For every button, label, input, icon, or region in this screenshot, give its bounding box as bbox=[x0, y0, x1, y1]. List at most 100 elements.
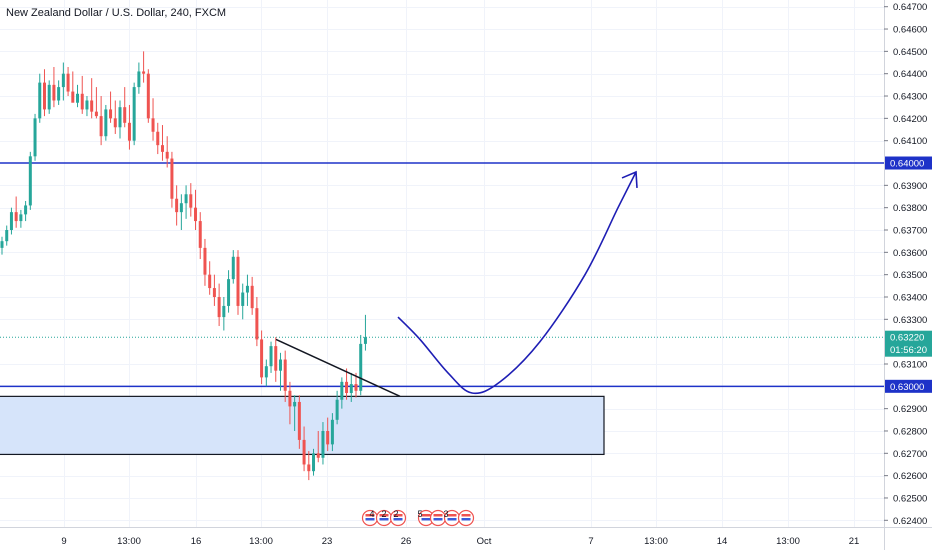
candle-body bbox=[255, 308, 259, 340]
candle-body bbox=[165, 151, 169, 159]
candle-body bbox=[80, 93, 84, 110]
candle-body bbox=[274, 346, 278, 371]
time-tick-label: 13:00 bbox=[249, 536, 273, 547]
flag-stripe bbox=[461, 518, 471, 521]
price-tick-label: 0.63800 bbox=[893, 203, 927, 214]
event-flag[interactable] bbox=[375, 509, 393, 527]
candle-body bbox=[0, 241, 4, 248]
event-flag[interactable] bbox=[361, 509, 379, 527]
candle-body bbox=[269, 346, 273, 367]
price-axis[interactable]: 0.64700 0.64600 0.64500 0.64400 0.64300 0.642… bbox=[884, 2, 927, 527]
trendline bbox=[275, 338, 401, 398]
candle-body bbox=[137, 71, 141, 88]
event-flag[interactable] bbox=[443, 509, 461, 527]
price-tick-label: 0.64400 bbox=[893, 69, 927, 80]
price-badge bbox=[885, 330, 932, 357]
time-tick-label: 14 bbox=[717, 536, 728, 547]
candle-body bbox=[260, 339, 264, 378]
candle-body bbox=[278, 359, 282, 371]
candle-body bbox=[227, 279, 231, 306]
flag-stripe bbox=[365, 518, 375, 521]
candle-body bbox=[354, 384, 358, 391]
trendline-layer bbox=[275, 338, 401, 398]
candle-body bbox=[160, 145, 164, 152]
projection-layer bbox=[397, 170, 638, 395]
candle-body bbox=[231, 256, 235, 280]
candle-body bbox=[132, 87, 136, 141]
candle-body bbox=[170, 158, 174, 199]
candle-body bbox=[236, 256, 240, 306]
candle-body bbox=[208, 274, 212, 289]
candle-body bbox=[57, 87, 61, 101]
price-tick-label: 0.62900 bbox=[893, 404, 927, 415]
candle-body bbox=[194, 207, 198, 222]
candle-body bbox=[99, 116, 103, 137]
price-badge-label: 0.63000 bbox=[890, 382, 924, 393]
flag-stripe bbox=[393, 518, 403, 521]
candle-body bbox=[28, 156, 32, 206]
projection-arrowhead bbox=[621, 170, 638, 188]
flag-stripe bbox=[379, 514, 389, 517]
bar-countdown-label: 01:56:20 bbox=[890, 345, 927, 356]
time-tick-label: 13:00 bbox=[644, 536, 668, 547]
candle-body bbox=[189, 194, 193, 208]
candle-body bbox=[66, 73, 70, 92]
time-tick-label: 26 bbox=[401, 536, 412, 547]
candle-body bbox=[52, 84, 56, 101]
flag-stripe bbox=[379, 518, 389, 521]
price-tick-label: 0.64600 bbox=[893, 25, 927, 36]
price-tick-label: 0.64100 bbox=[893, 136, 927, 147]
event-flag[interactable] bbox=[457, 509, 475, 527]
demand-zone-layer bbox=[0, 395, 605, 456]
price-tick-label: 0.62400 bbox=[893, 516, 927, 527]
flag-stripe bbox=[421, 518, 431, 521]
candle-body bbox=[316, 453, 320, 458]
price-tick-label: 0.63700 bbox=[893, 226, 927, 237]
time-tick-label: 21 bbox=[849, 536, 860, 547]
candle-body bbox=[113, 118, 117, 128]
price-tick-label: 0.64700 bbox=[893, 2, 927, 13]
candle-body bbox=[307, 464, 311, 472]
candles bbox=[0, 51, 367, 481]
time-tick-label: 13:00 bbox=[776, 536, 800, 547]
candle-body bbox=[335, 399, 339, 420]
event-count-label: 2 bbox=[393, 509, 398, 519]
event-count-label: 2 bbox=[381, 509, 386, 519]
candle-body bbox=[5, 230, 9, 242]
time-tick-label: 7 bbox=[588, 536, 593, 547]
price-badge-label: 0.63220 bbox=[890, 333, 924, 344]
candle-body bbox=[142, 71, 146, 74]
event-flag[interactable] bbox=[389, 509, 407, 527]
time-tick-label: Oct bbox=[477, 536, 492, 547]
time-tick-label: 16 bbox=[191, 536, 202, 547]
candle-body bbox=[33, 118, 37, 157]
candle-body bbox=[24, 205, 28, 215]
price-tick-label: 0.62500 bbox=[893, 493, 927, 504]
candle-body bbox=[330, 419, 334, 445]
candle-body bbox=[156, 131, 160, 146]
price-tick-label: 0.63100 bbox=[893, 359, 927, 370]
flag-stripe bbox=[433, 518, 443, 521]
price-tick-label: 0.63600 bbox=[893, 248, 927, 259]
candle-body bbox=[363, 337, 367, 344]
candle-body bbox=[14, 212, 18, 222]
price-tick-label: 0.62800 bbox=[893, 426, 927, 437]
price-tick-label: 0.63400 bbox=[893, 292, 927, 303]
projection-curve bbox=[397, 171, 637, 395]
time-tick-label: 9 bbox=[61, 536, 66, 547]
candle-body bbox=[42, 82, 46, 110]
flag-stripe bbox=[365, 514, 375, 517]
candle-body bbox=[203, 247, 207, 275]
candle-body bbox=[264, 366, 268, 378]
candle-body bbox=[90, 100, 94, 112]
time-axis[interactable]: 9 13:00 16 13:00 23 26 Oct 7 13:00 14 13:00 21 bbox=[61, 536, 859, 547]
event-count-label: 5 bbox=[417, 509, 422, 519]
candle-body bbox=[76, 93, 80, 103]
candle-body bbox=[85, 100, 89, 110]
candle-body bbox=[321, 430, 325, 458]
flag-stripe bbox=[433, 514, 443, 517]
candle-body bbox=[312, 453, 316, 472]
